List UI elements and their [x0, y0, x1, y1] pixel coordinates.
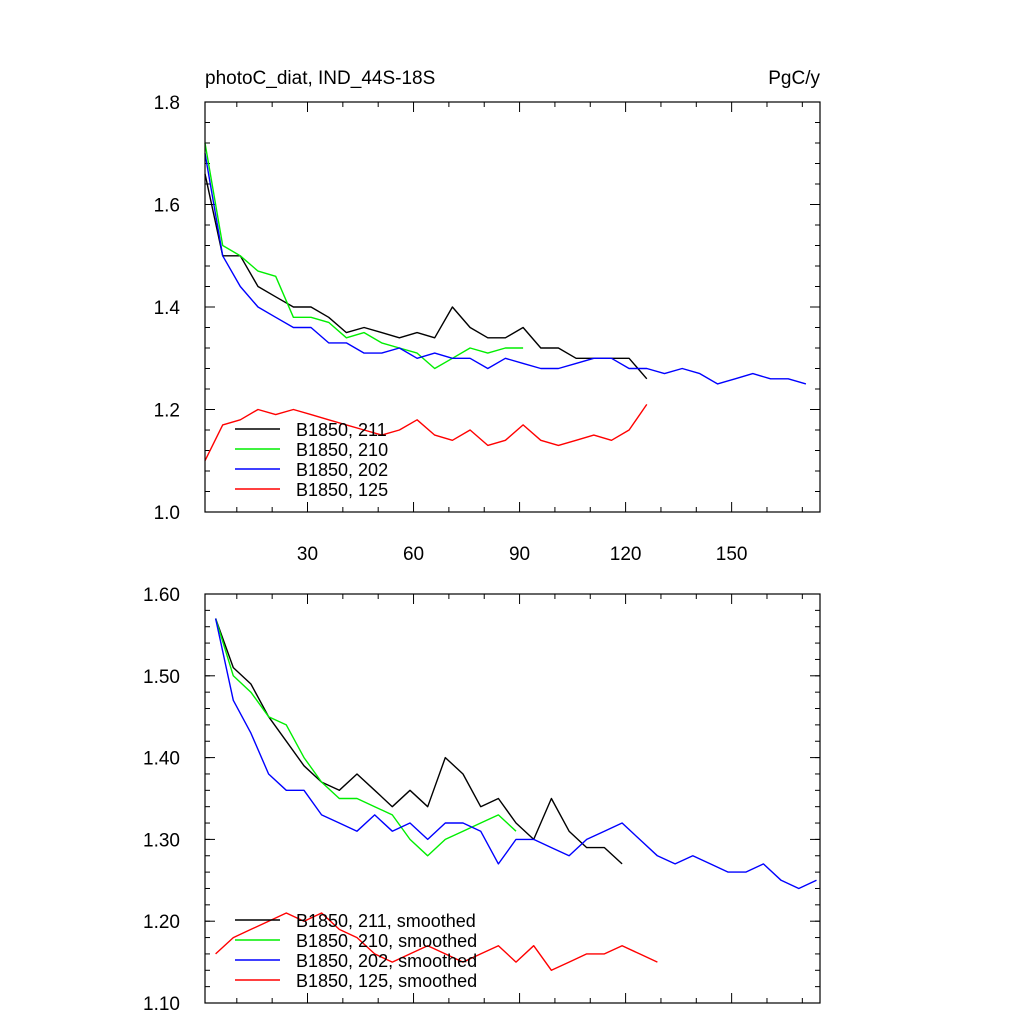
panel-2-series-line-3 [214, 618, 817, 890]
panel-2-ytick-label: 1.30 [143, 830, 180, 851]
panel-1-ytick-label: 1.8 [154, 93, 180, 114]
panel-1-xtick-label: 90 [509, 544, 530, 565]
panel-1-xtick-label: 120 [610, 544, 642, 565]
panel-1-title: photoC_diat, IND_44S-18S [205, 68, 435, 89]
panel-1-ytick-label: 1.2 [154, 401, 180, 422]
panel-2-ytick-label: 1.40 [143, 749, 180, 770]
panel-1-plot-frame [204, 101, 821, 513]
panel-1-legend-label-4: B1850, 125 [296, 480, 388, 500]
panel-2-series-line-4 [215, 912, 658, 971]
panel-2-ytick-label: 1.10 [143, 994, 180, 1015]
panel-1-series-line-4 [204, 404, 648, 462]
panel-1-xtick-label: 60 [403, 544, 424, 565]
panel-1-legend-label-2: B1850, 210 [296, 440, 388, 460]
panel-2-legend-label-2: B1850, 210, smoothed [296, 931, 477, 951]
panel-1-legend-label-1: B1850, 211 [296, 420, 387, 440]
panel-2-legend-label-4: B1850, 125, smoothed [296, 971, 477, 991]
panel-2-ytick-label: 1.60 [143, 585, 180, 606]
panel-1-xtick-label: 150 [716, 544, 748, 565]
panel-1-series-line-1 [204, 173, 648, 380]
panel-1-units: PgC/y [768, 68, 820, 89]
panel-1-series-line-2 [204, 142, 524, 370]
panel-2-plot-frame [204, 593, 821, 1004]
panel-1-ytick-label: 1.4 [154, 298, 181, 319]
panel-2-legend-label-1: B1850, 211, smoothed [296, 911, 476, 931]
panel-1-legend-label-3: B1850, 202 [296, 460, 388, 480]
panel-2-legend-label-3: B1850, 202, smoothed [296, 951, 477, 971]
panel-2-series-line-1 [214, 618, 623, 865]
panel-1-ytick-label: 1.0 [154, 503, 180, 524]
panel-1-series-line-3 [204, 153, 807, 385]
panel-2-ytick-label: 1.20 [143, 912, 180, 933]
panel-2-ytick-label: 1.50 [143, 667, 180, 688]
panel-1-ytick-label: 1.6 [154, 196, 180, 217]
panel-2-series-line-2 [214, 618, 517, 857]
panel-1-xtick-label: 30 [297, 544, 318, 565]
